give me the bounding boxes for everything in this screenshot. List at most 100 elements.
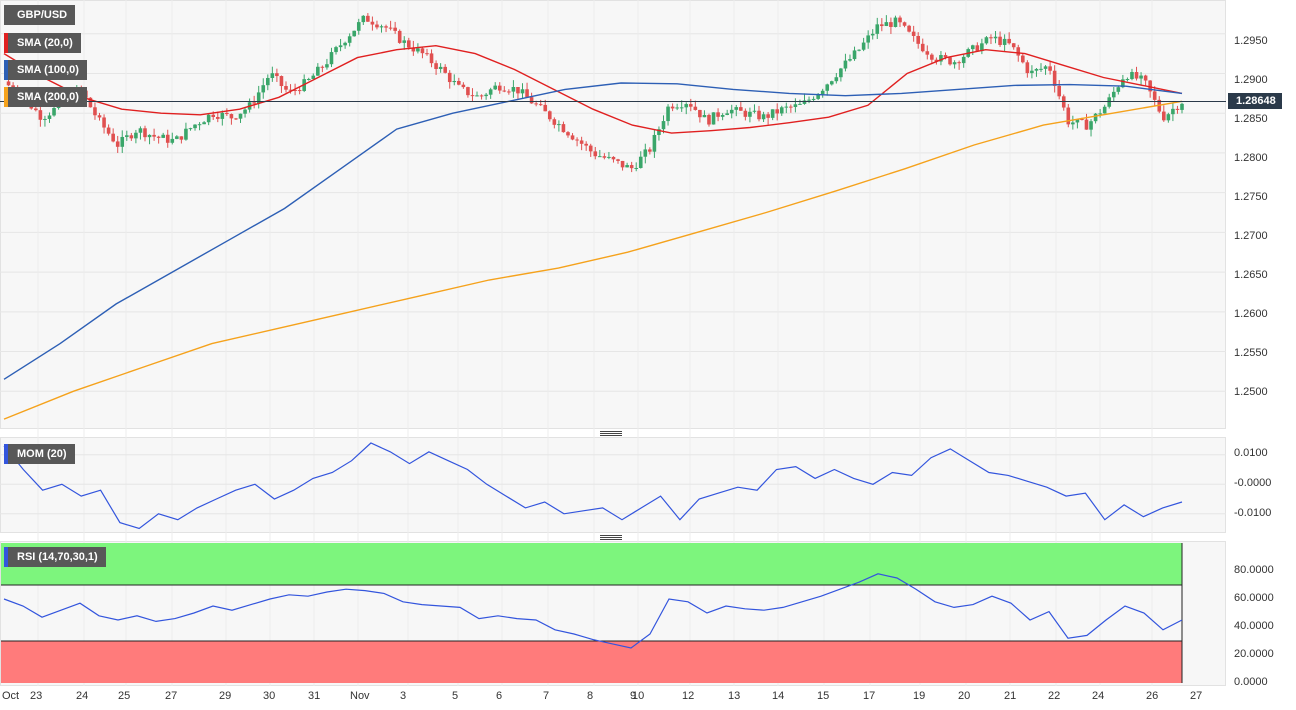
candle-body [643, 149, 648, 157]
candle-body [1016, 47, 1021, 56]
candle-body [557, 124, 561, 126]
candle-body [206, 114, 211, 123]
time-axis-tick: 3 [400, 690, 407, 702]
candle-body [225, 112, 229, 115]
candle-body [384, 26, 388, 28]
candle-body [397, 30, 402, 43]
candle-body [893, 17, 898, 27]
candle-body [138, 128, 143, 133]
candle-body [443, 66, 447, 73]
candle-body [670, 106, 675, 109]
candle-body [366, 15, 370, 22]
candle-body [420, 48, 425, 54]
candle-body [716, 112, 720, 117]
candle-body [1111, 91, 1116, 98]
candle-body [811, 98, 816, 100]
candle-body [179, 136, 184, 140]
candle-body [416, 48, 420, 52]
momentum-pane[interactable] [0, 437, 1226, 533]
sma20-swatch [4, 33, 8, 53]
candle-body [907, 25, 911, 32]
candle-body [598, 156, 602, 158]
symbol-tag[interactable]: GBP/USD [4, 5, 76, 25]
candle-body [211, 114, 216, 117]
candle-body [570, 135, 575, 140]
candle-body [516, 87, 520, 94]
sma200-tag[interactable]: SMA (200,0) [4, 87, 87, 107]
time-axis-tick: 12 [682, 690, 695, 702]
candle-body [789, 106, 793, 108]
candle-body [370, 21, 375, 25]
candle-body [825, 84, 830, 91]
candle-body [284, 86, 288, 90]
candle-body [147, 134, 152, 138]
candle-body [561, 124, 566, 133]
candle-body [984, 37, 989, 44]
candle-body [625, 165, 629, 168]
candle-body [320, 66, 325, 68]
candle-body [734, 107, 739, 110]
candle-body [943, 55, 948, 58]
price-pane[interactable] [0, 0, 1226, 429]
candle-body [961, 56, 966, 64]
sma100-tag[interactable]: SMA (100,0) [4, 60, 87, 80]
candle-body [215, 116, 220, 119]
candle-body [511, 87, 516, 92]
candle-body [679, 107, 684, 109]
time-axis-tick: 30 [263, 690, 276, 702]
candle-body [870, 33, 875, 36]
rsi-axis-tick: 40.0000 [1234, 620, 1274, 632]
candle-body [497, 85, 502, 91]
time-axis-tick: 26 [1146, 690, 1159, 702]
sma20-tag[interactable]: SMA (20,0) [4, 33, 81, 53]
candle-body [884, 22, 889, 27]
pane-splitter-handle[interactable] [600, 535, 622, 541]
pane-splitter-handle[interactable] [600, 431, 622, 437]
candle-body [638, 156, 643, 168]
candle-body [193, 124, 197, 129]
candle-body [675, 107, 679, 109]
candle-body [1171, 108, 1175, 115]
candle-body [934, 59, 939, 62]
candle-body [1130, 72, 1134, 80]
candle-body [1043, 66, 1048, 69]
rsi-tag[interactable]: RSI (14,70,30,1) [4, 547, 106, 567]
mom-tag[interactable]: MOM (20) [4, 444, 75, 464]
candle-body [629, 165, 634, 169]
candle-body [729, 109, 734, 114]
candle-body [447, 72, 452, 83]
price-axis-tick: 1.2700 [1234, 230, 1268, 242]
time-axis-tick: 24 [76, 690, 89, 702]
candle-body [243, 109, 247, 114]
candle-body [534, 103, 538, 105]
candle-body [547, 111, 552, 120]
candle-body [6, 81, 11, 86]
candle-body [666, 106, 670, 122]
candle-body [848, 59, 852, 61]
candle-body [402, 40, 407, 43]
time-axis-tick: 14 [772, 690, 785, 702]
candle-body [120, 136, 125, 147]
candle-body [1152, 91, 1157, 100]
candle-body [93, 107, 97, 116]
candle-body [766, 114, 770, 118]
candle-body [566, 132, 570, 136]
candle-body [684, 104, 689, 108]
candle-body [829, 81, 834, 85]
candle-body [115, 141, 120, 147]
time-axis-tick: 21 [1004, 690, 1017, 702]
price-axis-tick: 1.2550 [1234, 347, 1268, 359]
candle-body [902, 22, 907, 26]
candle-body [52, 108, 56, 116]
sma100-swatch [4, 60, 8, 80]
candle-body [761, 114, 766, 120]
candle-body [657, 129, 661, 135]
candle-body [352, 30, 357, 37]
time-axis-tick: 23 [30, 690, 43, 702]
candle-body [156, 136, 161, 138]
candle-body [820, 90, 825, 95]
candle-body [175, 136, 179, 139]
price-axis-tick: 1.2650 [1234, 269, 1268, 281]
candle-body [338, 45, 343, 48]
